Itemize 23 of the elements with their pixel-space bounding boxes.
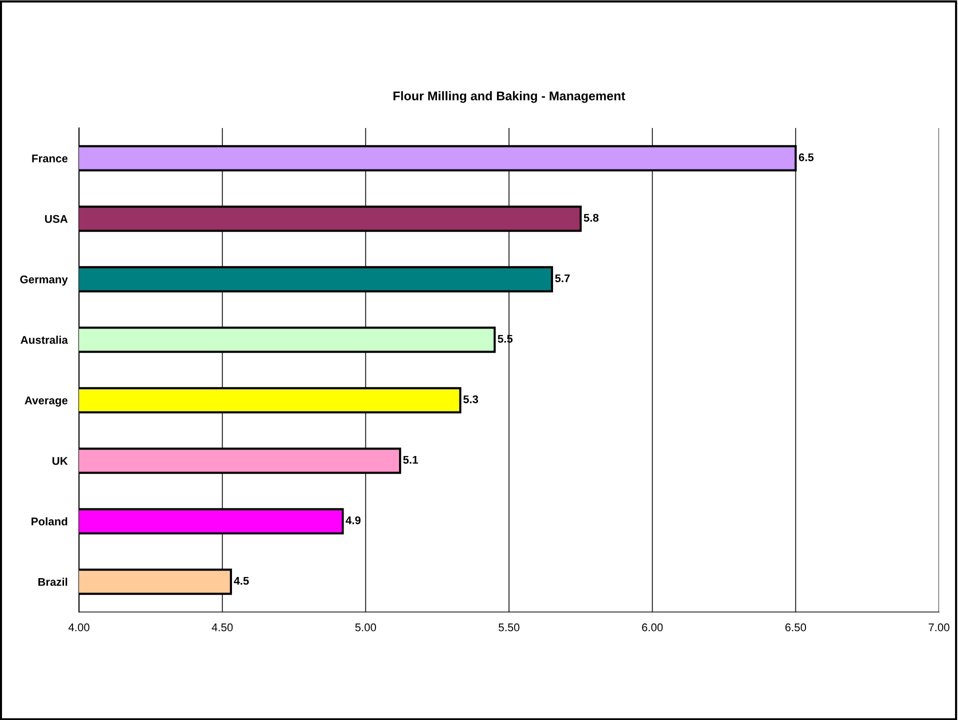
y-tick-label: Average [24,396,68,407]
x-tick-label: 4.50 [212,623,233,632]
x-tick-label: 4.00 [68,623,90,632]
y-tick-label: UK [52,457,68,465]
x-tick-label: 6.50 [785,623,806,632]
data-label: 5.1 [403,456,418,464]
data-label: 5.8 [584,214,599,222]
chart-title: Flour Milling and Baking - Management [394,91,626,103]
data-label: 6.5 [798,153,814,162]
x-tick-label: 7.00 [928,623,950,632]
y-tick-label: Poland [32,517,68,526]
y-tick-label: France [32,154,68,162]
y-tick-label: Australia [20,336,68,344]
x-tick-label: 5.00 [355,623,376,632]
y-tick-label: USA [45,215,68,223]
data-label: 5.7 [555,274,570,282]
y-tick-label: Germany [20,276,68,286]
data-label: 5.3 [463,395,478,404]
x-tick-label: 6.00 [642,623,663,632]
y-tick-label: Brazil [38,578,68,586]
data-label: 4.9 [346,516,361,524]
data-label: 4.5 [234,576,249,585]
x-tick-label: 5.50 [498,623,520,632]
